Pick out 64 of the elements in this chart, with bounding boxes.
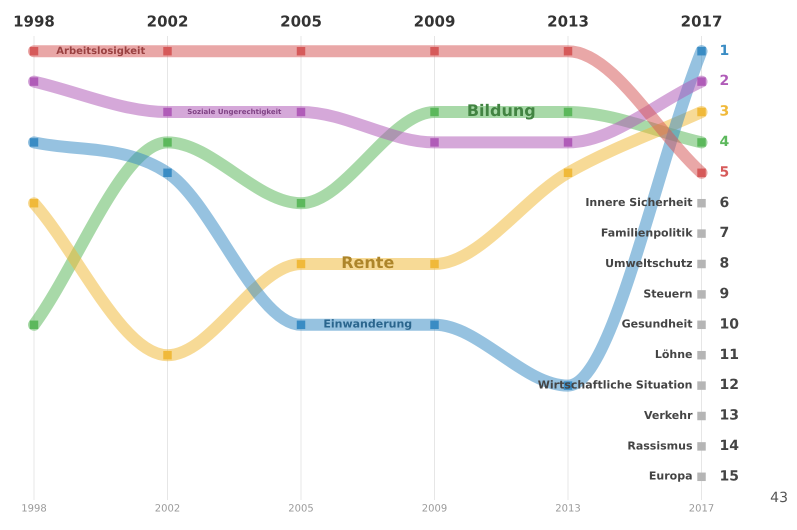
x-tick-label: 2009: [414, 12, 456, 30]
point: [30, 46, 38, 56]
category-label: 2009: [422, 504, 448, 515]
y-tick-label: 9: [720, 286, 730, 302]
x-tick-label: 2017: [680, 12, 722, 30]
x-tick-label: 1998: [13, 12, 55, 30]
y-tick-label: 2: [720, 73, 730, 90]
y-tick-label: 7: [720, 225, 730, 242]
series-label: Arbeitslosigkeit: [56, 46, 146, 57]
y-tick-label: 4: [720, 134, 730, 150]
point: [430, 138, 439, 147]
category-label: 2017: [688, 504, 714, 515]
y-tick-label: 12: [720, 377, 739, 394]
category-label: 1998: [21, 504, 47, 515]
series-label: Steuern: [643, 287, 693, 300]
y-tick-label: 15: [720, 468, 739, 484]
series-label: Rassismus: [627, 439, 693, 452]
point: [30, 198, 38, 208]
point: [430, 108, 439, 116]
y-tick-label: 11: [720, 346, 739, 363]
y-tick-label: 6: [720, 194, 730, 211]
point: [564, 46, 572, 56]
point: [430, 46, 439, 56]
point: [430, 320, 439, 330]
y-tick-label: 5: [720, 164, 730, 180]
x-tick-label: 2013: [547, 12, 589, 30]
point: [163, 350, 172, 360]
point: [30, 138, 38, 147]
series-label: Verkehr: [644, 408, 694, 422]
point: [564, 108, 572, 116]
x-tick-label: 2005: [280, 12, 322, 30]
point: [697, 46, 706, 56]
series-label: Europa: [648, 470, 693, 483]
point: [163, 138, 172, 147]
series-label: Einwanderung: [323, 318, 412, 331]
point: [163, 168, 172, 178]
point: [296, 198, 306, 208]
point: [697, 108, 706, 116]
y-tick-label: 1: [720, 42, 730, 59]
series-label: Rente: [341, 253, 394, 272]
point: [697, 168, 706, 178]
point: [697, 138, 706, 147]
series-label: Bildung: [466, 101, 536, 120]
y-tick-label: 8: [720, 256, 730, 272]
x-tick-label: 2002: [146, 12, 188, 30]
category-label: 2005: [288, 504, 314, 515]
point: [296, 46, 306, 56]
y-tick-label: 14: [720, 438, 740, 454]
point: [564, 168, 572, 178]
y-tick-label: 13: [720, 408, 739, 424]
category-label: 2013: [555, 504, 581, 515]
point: [163, 46, 172, 56]
series-label: Gesundheit: [622, 318, 693, 331]
point: [30, 77, 38, 86]
y-tick-label: 10: [720, 316, 740, 332]
point: [30, 320, 38, 330]
point: [697, 77, 706, 86]
series-label: Löhne: [654, 348, 693, 362]
point: [296, 320, 306, 330]
point: [564, 138, 572, 147]
category-label: 2002: [154, 504, 180, 515]
point: [430, 260, 439, 268]
y-tick-label: 3: [720, 104, 730, 120]
text: 43: [770, 490, 788, 506]
